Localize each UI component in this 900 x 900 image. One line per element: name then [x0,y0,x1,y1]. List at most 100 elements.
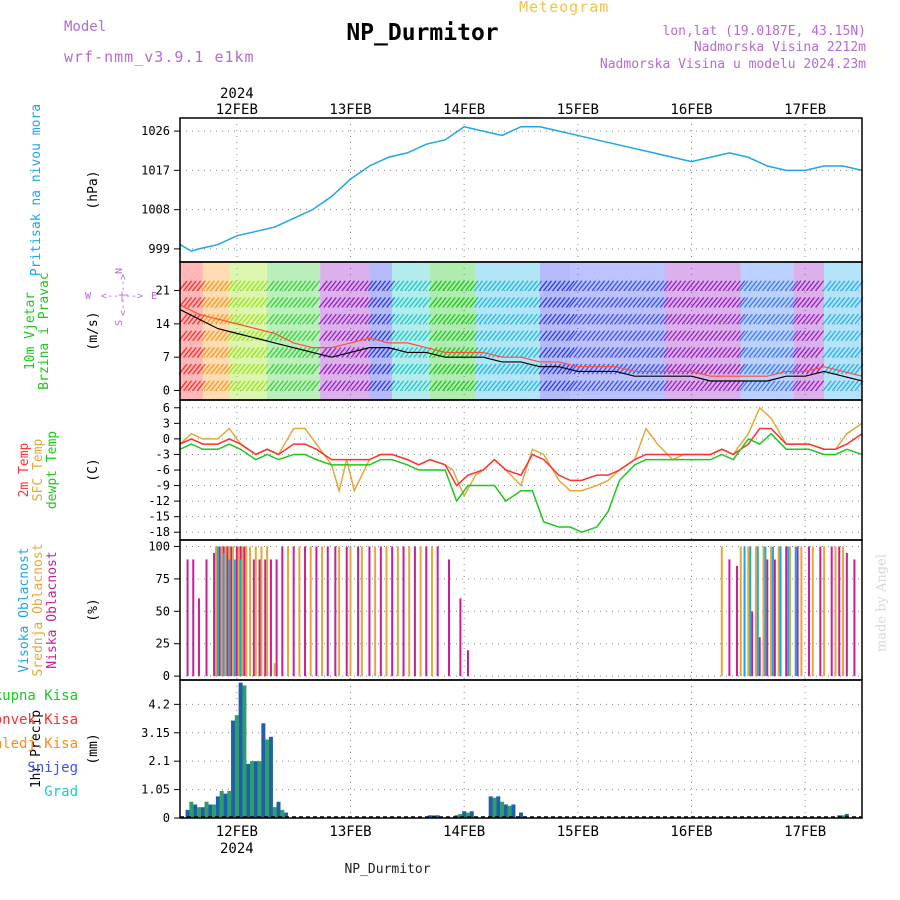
wind-barb [478,380,488,392]
wind-barb [483,297,493,308]
wind-barb [543,297,553,308]
wind-barb [600,380,610,392]
wind-barb [686,347,696,358]
y-tick-label: -18 [148,525,170,539]
bar-srednja-oblacnost [385,546,388,677]
wind-barb [752,330,762,342]
wind-barb [327,363,337,375]
bar-ukupna-kisa [272,807,277,818]
wind-barb [849,330,859,342]
wind-barb [704,347,714,358]
y-tick-label: 25 [156,637,170,651]
wind-barb [496,280,506,292]
wind-barb [501,347,511,358]
wind-barb [831,280,841,292]
wind-barb [318,313,328,325]
series-line-speed [179,309,863,382]
wind-barb [573,297,583,308]
wind-barb [381,363,391,375]
wind-barb [399,280,409,292]
wind-barb [686,297,696,308]
wind-barb [810,347,820,358]
wind-barb [739,280,749,292]
wind-barb [591,330,601,342]
wind-barb [422,280,432,292]
wind-barb [223,313,234,325]
wind-barb [663,313,673,325]
wind-barb [464,363,474,375]
wind-barb [586,363,596,375]
wind-barb [279,297,289,308]
wind-barb [731,313,741,325]
wind-barb [655,280,665,292]
wind-barb [690,280,700,292]
wind-barb [227,363,237,375]
wind-barb [219,297,229,308]
wind-barb [672,347,682,358]
series-line-2m-temp [179,427,863,487]
wind-barb [718,380,728,392]
wind-barb [259,280,269,292]
bar-srednja-oblacnost [241,546,244,677]
series-line-gust [179,304,863,377]
wind-barb [681,347,691,358]
bar-srednja-oblacnost [374,546,377,677]
wind-barb [442,280,452,292]
wind-barb [223,380,234,392]
wind-barb [399,380,409,392]
wind-barb [302,347,312,358]
wind-barb [704,280,714,292]
bar-srednja-oblacnost [777,546,780,677]
wind-barb [395,297,405,308]
wind-barb [591,313,601,325]
wind-barb [288,363,298,375]
wind-barb [836,380,846,392]
wind-barb [395,313,405,325]
wind-barb [214,297,224,308]
wind-barb [395,330,405,342]
wind-barb [528,347,538,358]
wind-barb [408,330,418,342]
wind-barb [713,380,723,392]
bar-visoka-oblacnost [771,546,774,677]
bar-niska-oblacnost [252,559,255,677]
wind-barb [496,330,506,342]
y-tick-label: -3 [156,447,170,461]
wind-barb [840,330,850,342]
wind-barb [713,363,723,375]
wind-barb [455,280,465,292]
wind-barb [780,380,790,392]
wind-barb [849,380,859,392]
unit-label: (hPa) [86,170,101,209]
wind-barb [270,280,280,292]
wind-barb [796,297,806,308]
wind-barb [704,330,714,342]
wind-barb [586,313,596,325]
wind-barb [690,297,700,308]
wind-barb [704,313,714,325]
y-tick-label: 75 [156,572,170,586]
wind-barb [752,347,762,358]
wind-barb [417,330,427,342]
wind-barb [600,313,610,325]
wind-barb [417,363,427,375]
bar-ukupna-kisa [465,812,470,818]
wind-barb [381,280,391,292]
wind-barb [355,330,365,342]
bar-snijeg [231,720,236,818]
wind-barb [766,380,776,392]
x-tick-label-top: 15FEB [557,102,599,118]
wind-barb [552,363,562,375]
bar-snijeg [208,804,213,818]
wind-barb [586,380,596,392]
wind-barb [695,380,705,392]
wind-barb [292,363,302,375]
wind-barb [381,380,391,392]
wind-barb [210,363,220,375]
wind-barb [792,347,802,358]
wind-barb [722,297,732,308]
wind-barb [355,297,365,308]
bar-snijeg [488,796,493,818]
wind-barb [655,330,665,342]
wind-barb [699,330,709,342]
